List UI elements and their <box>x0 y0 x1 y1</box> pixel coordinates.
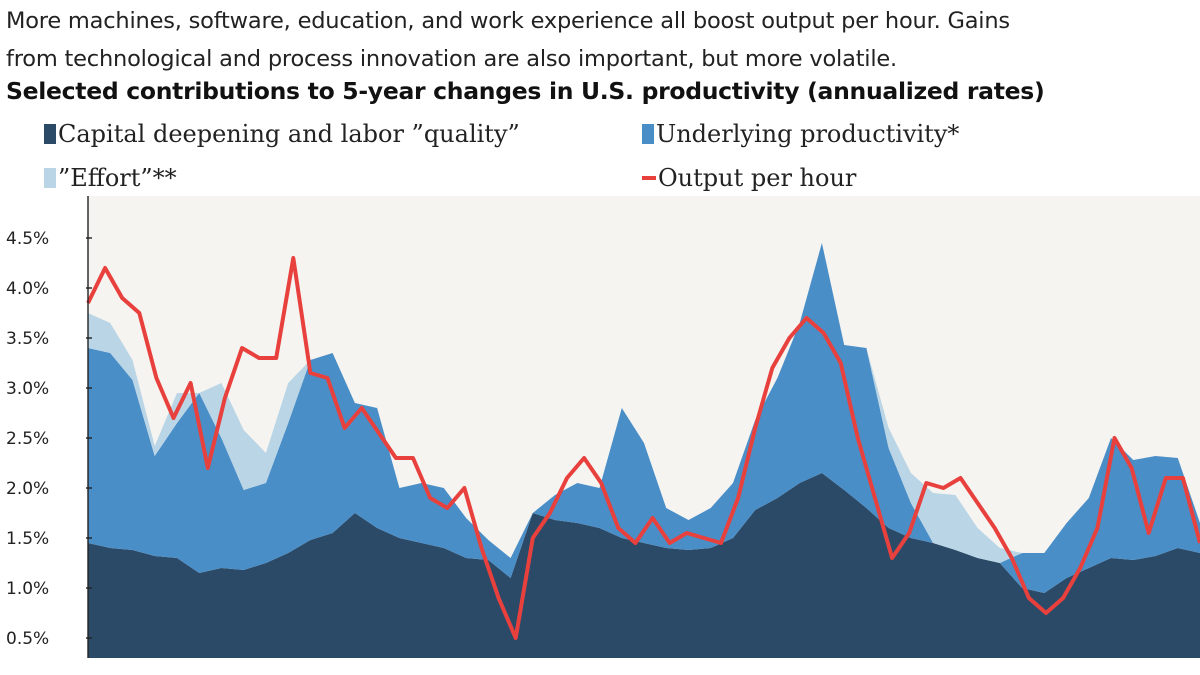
subtitle-line-1: More machines, software, education, and … <box>6 8 1010 34</box>
legend-swatch-capital <box>44 124 56 144</box>
y-tick-label: 3.0% <box>6 379 49 399</box>
legend-swatch-effort <box>44 168 56 188</box>
output-line-layer <box>86 256 1200 640</box>
legend-item-effort: ”Effort”** <box>44 164 177 192</box>
y-tick-label: 4.5% <box>6 229 49 249</box>
y-tick-label: 2.5% <box>6 429 49 449</box>
legend-swatch-underlying <box>642 124 654 144</box>
y-tick-label: 0.5% <box>6 629 49 649</box>
legend-label-output: Output per hour <box>658 164 857 192</box>
area-effort <box>88 243 1200 563</box>
area-underlying <box>88 243 1200 593</box>
legend-label-underlying: Underlying productivity* <box>656 120 960 148</box>
legend-item-output: Output per hour <box>642 164 856 192</box>
legend-label-effort: ”Effort”** <box>58 164 177 192</box>
stacked-areas <box>88 243 1200 658</box>
output-per-hour-line <box>86 256 1200 640</box>
legend-item-capital: Capital deepening and labor ”quality” <box>44 120 520 148</box>
y-axis: 0.5% 1.0% 1.5% 2.0% 2.5% 3.0% 3.5% 4.0% 4.5% <box>6 196 92 658</box>
subtitle-line-2: from technological and process innovatio… <box>6 46 898 72</box>
legend-swatch-output <box>642 176 656 180</box>
productivity-chart: 0.5% 1.0% 1.5% 2.0% 2.5% 3.0% 3.5% 4.0% 4.5% <box>6 196 1200 658</box>
chart-title: Selected contributions to 5-year changes… <box>6 77 1045 105</box>
y-tick-label: 1.0% <box>6 579 49 599</box>
y-tick-label: 1.5% <box>6 529 49 549</box>
area-capital <box>88 473 1200 658</box>
legend-item-underlying: Underlying productivity* <box>642 120 959 148</box>
legend-label-capital: Capital deepening and labor ”quality” <box>58 120 520 148</box>
y-tick-label: 4.0% <box>6 279 49 299</box>
y-tick-label: 2.0% <box>6 479 49 499</box>
chart-subtitle: More machines, software, education, and … <box>6 2 1196 78</box>
y-tick-label: 3.5% <box>6 329 49 349</box>
